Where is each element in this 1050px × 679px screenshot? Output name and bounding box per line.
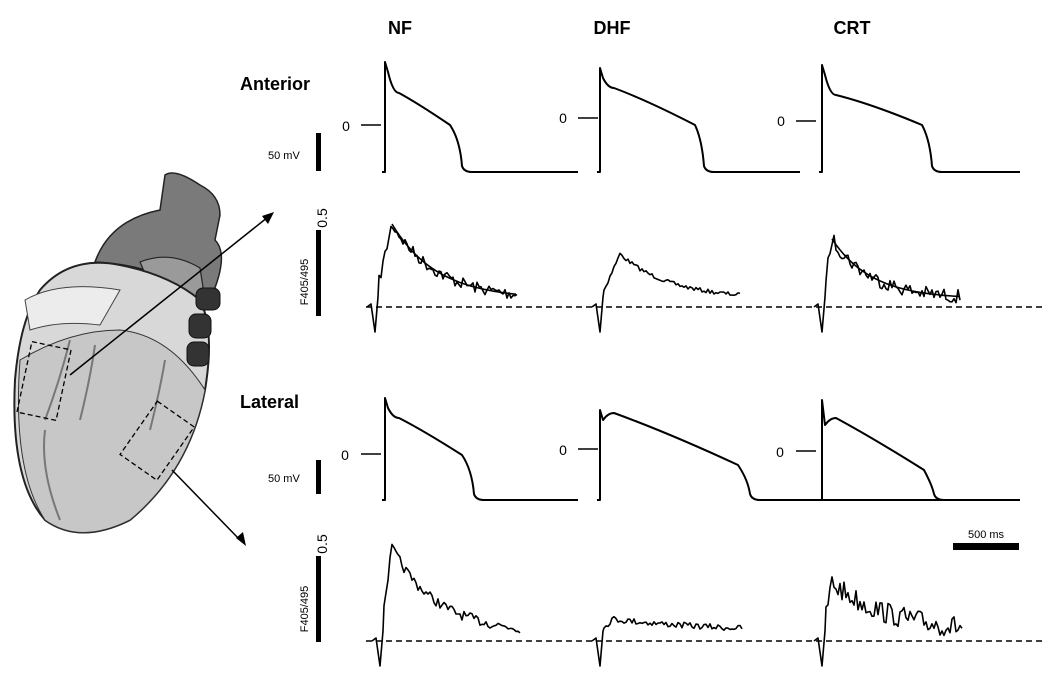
- calcium-transient: [591, 252, 741, 333]
- zero-label: 0: [559, 442, 567, 458]
- zero-label: 0: [559, 110, 567, 126]
- fluorescence-scale-label: 0.5: [314, 208, 330, 228]
- zero-ticks: [361, 117, 816, 455]
- voltage-scale-bar: [316, 133, 321, 171]
- fluorescence-axis-label: F405/495: [299, 586, 311, 632]
- fluorescence-scale-bar: [316, 230, 321, 316]
- voltage-scale-label: 50 mV: [268, 150, 300, 162]
- column-header: DHF: [594, 18, 631, 38]
- zero-label: 0: [342, 118, 350, 134]
- column-header: CRT: [834, 18, 871, 38]
- calcium-transient: [813, 234, 961, 333]
- fluorescence-axis-label: F405/495: [299, 259, 311, 305]
- calcium-transient: [391, 223, 517, 295]
- action-potential: [819, 64, 1020, 173]
- fluorescence-scale-label: 0.5: [314, 534, 330, 554]
- action-potential: [382, 397, 578, 501]
- action-potential: [597, 409, 1020, 501]
- heart-illustration: [13, 172, 274, 546]
- column-header: NF: [388, 18, 412, 38]
- calcium-transient: [831, 238, 961, 298]
- fluorescence-scale-bar: [316, 556, 321, 642]
- calcium-transient: [366, 225, 518, 333]
- action-potential: [597, 67, 800, 173]
- zero-label: 0: [341, 447, 349, 463]
- row-label: Anterior: [240, 74, 310, 94]
- voltage-scale-bar: [316, 460, 321, 494]
- action-potential: [382, 61, 578, 173]
- zero-label: 0: [776, 444, 784, 460]
- calcium-transient: [371, 543, 521, 667]
- time-scale-label: 500 ms: [968, 529, 1005, 541]
- row-label: Lateral: [240, 392, 299, 412]
- traces: [366, 61, 1020, 667]
- calcium-transient: [813, 576, 963, 667]
- time-scale-bar: [953, 543, 1019, 550]
- voltage-scale-label: 50 mV: [268, 473, 300, 485]
- action-potential: [819, 399, 1020, 501]
- calcium-transient: [591, 615, 743, 667]
- zero-label: 0: [777, 113, 785, 129]
